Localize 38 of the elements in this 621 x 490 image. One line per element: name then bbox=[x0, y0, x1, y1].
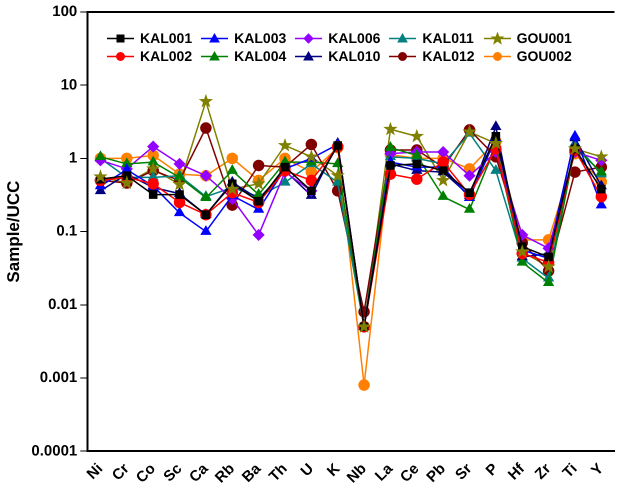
legend-label: GOU002 bbox=[516, 48, 572, 64]
legend-label: KAL003 bbox=[234, 30, 286, 46]
x-tick-label: Th bbox=[266, 460, 291, 486]
x-tick-label: Ni bbox=[84, 460, 106, 483]
x-tick-label: Sc bbox=[160, 460, 186, 486]
legend-label: KAL011 bbox=[422, 30, 474, 46]
x-tick-label: Ce bbox=[396, 460, 423, 486]
y-tick-label: 100 bbox=[52, 3, 78, 20]
x-tick-label: U bbox=[297, 460, 318, 480]
x-tick-label: Cr bbox=[108, 460, 133, 484]
x-tick-label: Sr bbox=[452, 460, 476, 484]
legend-label: KAL006 bbox=[328, 30, 380, 46]
x-tick-label: Nb bbox=[344, 460, 370, 486]
y-tick-label: 0.1 bbox=[56, 222, 78, 240]
x-tick-label: Co bbox=[132, 460, 159, 486]
x-tick-label: Zr bbox=[532, 460, 554, 483]
x-tick-label: K bbox=[324, 460, 344, 480]
y-axis-title: Sample/UCC bbox=[4, 180, 23, 283]
legend-label: KAL001 bbox=[140, 30, 192, 46]
y-tick-label: 1 bbox=[68, 150, 78, 167]
y-tick-label: 0.001 bbox=[40, 369, 78, 386]
x-tick-label: Hf bbox=[504, 460, 529, 484]
x-tick-label: Ti bbox=[559, 460, 581, 482]
y-tick-label: 10 bbox=[60, 76, 78, 94]
x-tick-label: Rb bbox=[212, 460, 238, 486]
legend-label: KAL002 bbox=[140, 48, 192, 64]
x-tick-label: Ba bbox=[238, 460, 265, 486]
legend-label: GOU001 bbox=[516, 30, 572, 46]
x-tick-label: Ca bbox=[186, 460, 212, 486]
legend-label: KAL012 bbox=[422, 48, 475, 64]
x-tick-label: La bbox=[372, 460, 397, 485]
x-tick-label: P bbox=[482, 460, 502, 480]
x-tick-label: Pb bbox=[423, 460, 449, 486]
y-tick-label: 0.01 bbox=[48, 296, 78, 313]
legend-label: KAL004 bbox=[234, 48, 286, 64]
y-tick-label: 0.0001 bbox=[31, 442, 78, 460]
x-tick-label: Y bbox=[588, 460, 608, 480]
legend-label: KAL010 bbox=[328, 48, 380, 64]
